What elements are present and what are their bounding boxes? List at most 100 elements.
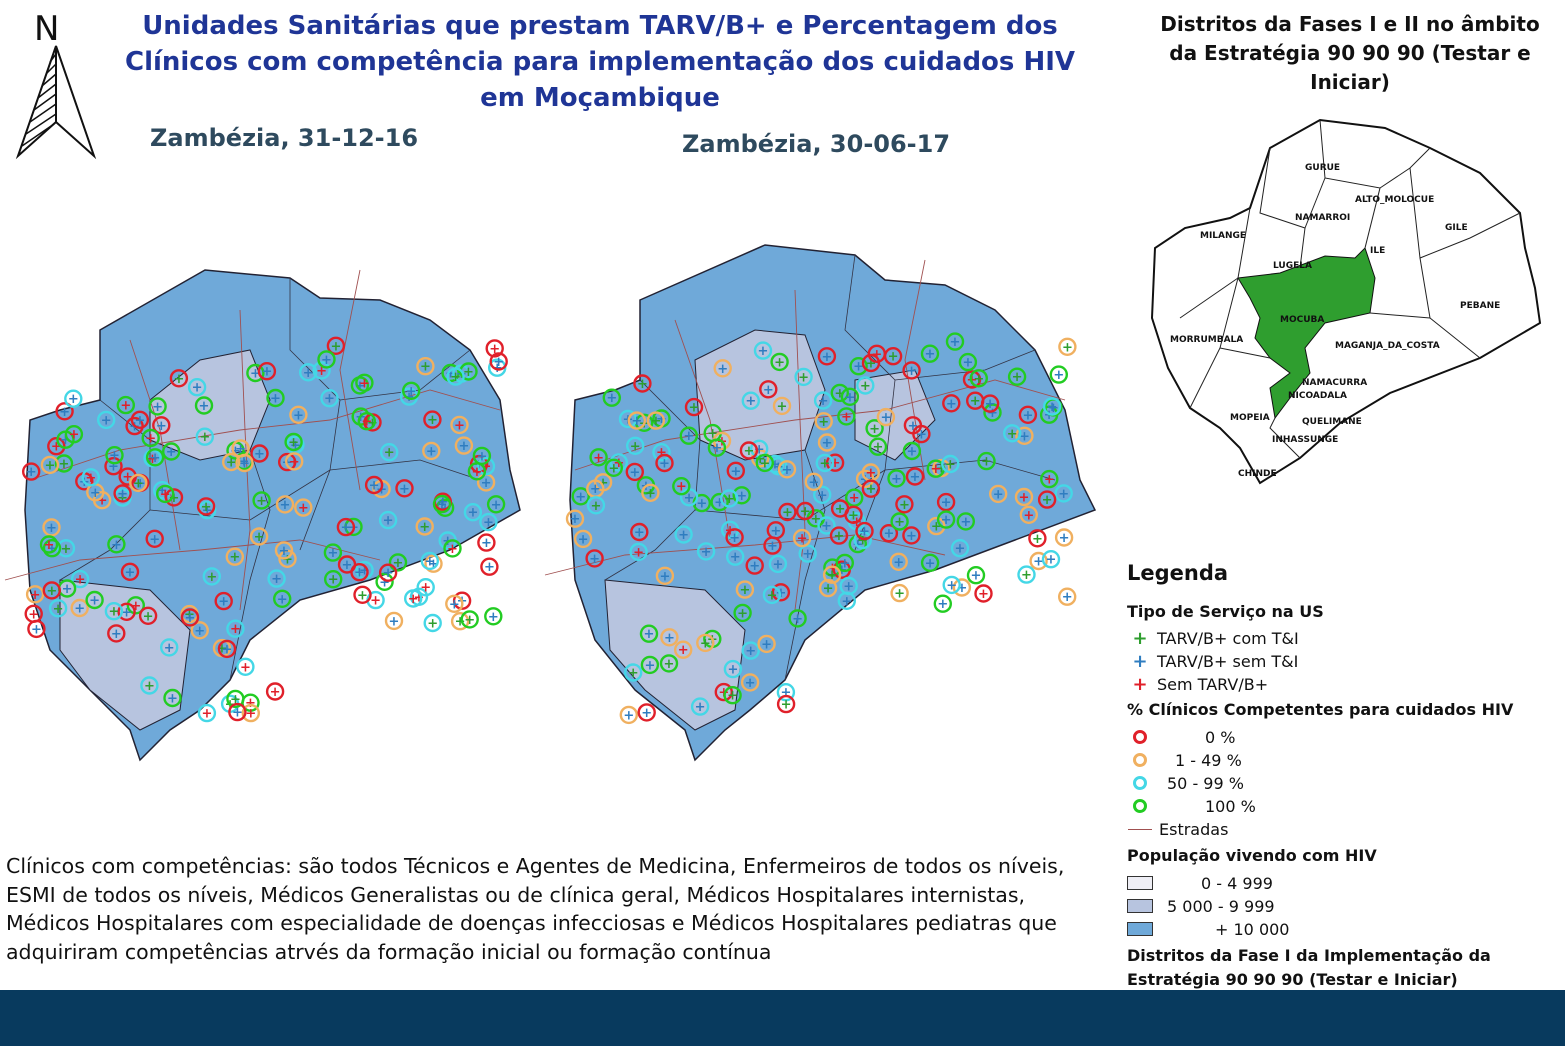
health-unit-plus-icon: + [865,482,876,497]
health-unit-plus-icon: + [727,689,738,704]
health-unit-ring [1014,487,1034,507]
health-unit-ring [1007,367,1027,386]
health-unit-plus-icon: + [860,472,871,487]
health-unit-ring [145,529,164,548]
health-unit-plus-icon: + [843,580,854,595]
health-unit-plus-icon: + [631,414,642,429]
health-unit-plus-icon: + [147,452,158,467]
health-unit-ring [942,394,961,413]
health-unit-ring [813,391,833,410]
health-unit-ring [920,344,940,363]
health-unit-ring [856,376,875,395]
health-unit-plus-icon: + [593,451,604,466]
health-unit-plus-icon: + [891,472,902,487]
health-unit-plus-icon: + [1021,568,1032,583]
health-unit-plus-icon: + [729,531,740,546]
inset-district-label: MILANGE [1200,231,1246,241]
health-unit-ring [655,566,675,585]
health-unit-plus-icon: + [1058,487,1069,502]
health-unit-plus-icon: + [590,482,601,497]
health-unit-ring [804,472,823,492]
health-unit-ring [27,619,46,639]
health-unit-ring [983,403,1002,422]
health-unit-plus-icon: + [925,556,936,571]
health-unit-plus-icon: + [201,500,212,515]
health-unit-plus-icon: + [1046,553,1057,568]
health-unit-plus-icon: + [630,439,641,454]
cyan-ring-icon [1133,776,1147,790]
health-unit-plus-icon: + [399,482,410,497]
health-unit-plus-icon: + [802,547,813,562]
health-unit-plus-icon: + [298,501,309,516]
health-unit-plus-icon: + [907,419,918,434]
health-unit-plus-icon: + [149,532,160,547]
health-unit-ring [690,697,710,716]
health-unit-plus-icon: + [282,552,293,567]
health-unit-plus-icon: + [324,392,335,407]
health-unit-plus-icon: + [676,480,687,495]
health-unit-ring [477,533,496,552]
health-unit-ring [956,512,975,531]
health-unit-plus-icon: + [389,614,400,629]
health-unit-ring [769,457,788,476]
health-unit-ring [641,483,660,503]
health-unit-plus-icon: + [1062,340,1073,355]
health-unit-ring [140,676,159,695]
health-unit-plus-icon: + [767,539,778,554]
health-unit-plus-icon: + [570,512,581,527]
health-unit-plus-icon: + [230,444,241,459]
health-unit-plus-icon: + [777,399,788,414]
health-unit-plus-icon: + [827,561,838,576]
health-unit-plus-icon: + [90,486,101,501]
health-unit-plus-icon: + [834,529,845,544]
health-unit-ring [357,411,376,431]
health-unit-ring [713,359,732,378]
health-unit-plus-icon: + [135,476,146,491]
health-unit-ring [815,453,834,473]
health-unit-ring [326,336,346,356]
health-unit-ring [735,580,755,599]
health-unit-ring [889,552,908,571]
health-unit-ring [159,638,179,657]
health-unit-plus-icon: + [772,557,783,572]
health-unit-ring [890,583,909,603]
health-unit-ring [485,339,504,358]
legend-pop-item: + 10 000 [1127,918,1289,940]
health-unit-plus-icon: + [428,557,439,572]
health-unit-plus-icon: + [254,530,265,545]
plus-blue-icon: + [1132,650,1148,672]
health-unit-ring [640,655,660,675]
health-unit-ring [962,370,982,389]
inset-district-label: QUELIMANE [1302,417,1362,427]
health-unit-ring [778,502,797,522]
health-unit-plus-icon: + [798,370,809,385]
health-unit-ring [777,460,797,479]
health-unit-plus-icon: + [1042,493,1053,508]
health-unit-plus-icon: + [157,484,168,499]
health-unit-plus-icon: + [414,590,425,605]
health-unit-plus-icon: + [880,411,891,426]
health-unit-ring [755,453,775,473]
health-unit-ring [402,381,421,401]
health-unit-plus-icon: + [481,460,492,475]
health-unit-ring [225,547,245,566]
health-unit-ring [1003,424,1022,443]
north-arrow: N [6,4,101,164]
health-unit-ring [725,528,744,547]
legend-title: Legenda [1127,561,1229,585]
health-unit-plus-icon: + [240,660,251,675]
health-unit-ring [655,453,674,473]
health-unit-plus-icon: + [450,370,461,385]
inset-map: GURUE ALTO_MOLOCUE NAMARROI GILE MILANGE ILE L… [1150,118,1542,485]
health-unit-ring [113,484,132,503]
health-unit-plus-icon: + [745,644,756,659]
map1-subtitle: Zambézia, 31-12-16 [150,124,419,152]
health-unit-plus-icon: + [808,475,819,490]
health-unit-plus-icon: + [290,438,301,453]
health-unit-ring [945,332,965,351]
health-unit-plus-icon: + [44,538,55,553]
health-unit-plus-icon: + [830,456,841,471]
health-unit-plus-icon: + [656,412,667,427]
health-unit-plus-icon: + [962,356,973,371]
health-unit-plus-icon: + [821,519,832,534]
